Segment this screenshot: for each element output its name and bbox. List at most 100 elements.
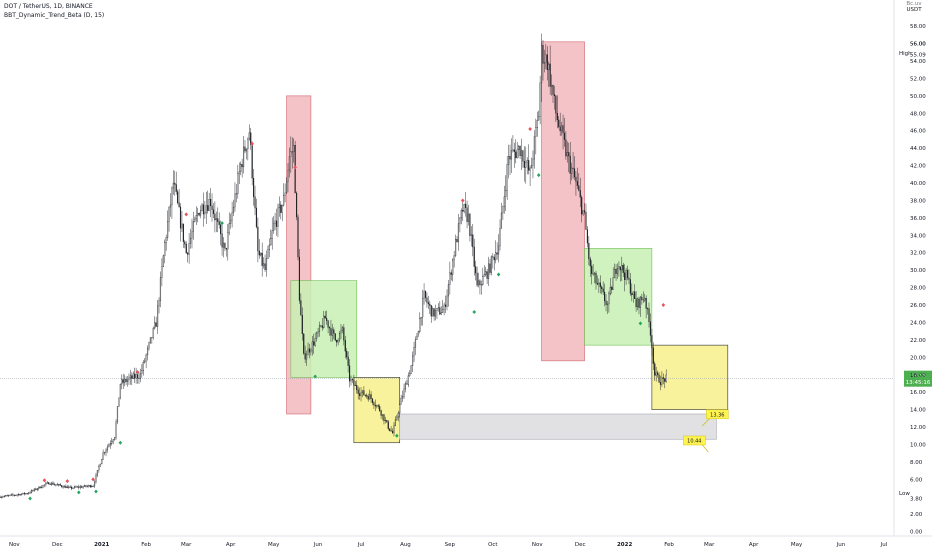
candle-body [169,204,172,208]
candle-body [341,327,343,331]
indicator-title[interactable]: BBT_Dynamic_Trend_Beta (D, 15) [4,12,105,19]
candle-body [202,204,205,215]
candle-body [561,125,563,132]
candle-body [131,375,133,379]
candle-body [589,258,591,267]
candle-body [2,496,4,498]
candle-body [624,272,626,280]
candle-body [293,145,295,152]
candle-body [28,492,30,494]
candle-body [450,272,452,275]
candle-body [139,373,141,379]
candle-body [92,485,94,487]
candle-body [313,341,315,346]
callout-label: 10.44 [687,439,701,445]
candle-body [414,339,417,348]
candle-body [629,279,631,294]
candle-body [146,347,149,356]
candle-body [195,215,197,220]
candle-body [255,207,258,228]
candle-body [39,486,41,489]
candle-body [53,484,56,486]
candle-body [605,300,607,305]
candle-body [291,151,293,153]
candle-body [390,430,392,432]
price-tick-label: 22.00 [910,338,926,344]
buy-signal-marker [395,433,399,438]
candle-body [263,263,265,266]
candle-body [576,181,578,186]
price-tick-label: 8.00 [910,460,923,466]
candle-body [437,307,439,309]
candle-body [81,486,83,488]
buy-signal-marker [313,374,317,379]
price-tick-label: 24.00 [910,320,926,326]
candle-body [354,384,356,386]
candle-body [152,327,154,338]
candle-body [260,252,262,256]
candle-body [333,329,335,334]
candle-body [476,272,478,286]
candle-body [182,223,184,242]
candle-body [8,495,10,497]
symbol-title[interactable]: DOT / TetherUS, 1D, BINANCE [4,3,93,10]
candle-body [258,250,260,256]
candle-body [13,494,15,496]
time-tick-label: 2021 [94,542,109,548]
candle-body [638,298,640,308]
candle-body [548,63,550,71]
candle-body [184,241,186,245]
price-tick-label: 58.00 [910,24,926,30]
candle-body [165,237,167,243]
price-tick-label: 2.00 [910,512,923,518]
candle-body [599,282,601,288]
candle-body [396,416,398,420]
buy-signal-marker [118,440,123,445]
candle-body [472,234,474,248]
candle-body [582,210,584,215]
callout-label: 13.36 [710,412,724,418]
candle-body [652,347,654,364]
candle-body [422,298,424,318]
target-zone [399,413,717,440]
candle-body [510,150,513,160]
candle-body [192,221,194,232]
candle-body [241,164,243,168]
candle-body [334,333,336,341]
candle-body [235,193,237,195]
candle-body [261,252,263,266]
price-tick-label: 0.00 [910,530,923,536]
price-tick-label: 46.00 [910,129,926,135]
candle-body [89,485,91,488]
candle-body [556,113,558,121]
candle-body [297,216,299,258]
candle-body [194,218,196,222]
candle-body [290,151,292,157]
candle-body [308,348,311,353]
price-tick-label: 34.00 [910,233,926,239]
current-price-value: 17.55 [910,373,926,379]
candle-body [288,156,290,171]
candle-body [337,339,339,343]
candle-body [469,213,471,236]
candle-body [188,243,190,255]
candle-body [412,355,414,366]
candle-body [416,336,418,340]
price-axis[interactable]: Bc.uv USDT High Low 17.55 13:45:16 0.00 2… [899,1,932,536]
buy-signal-marker [76,490,81,495]
candle-body [277,207,279,227]
candle-body [338,332,341,341]
price-tick-label: 14.00 [910,408,926,414]
candle-body [63,486,66,488]
candle-body [394,419,396,426]
candle-body [106,446,109,451]
time-tick-label: Jul [880,542,888,548]
candle-body [659,382,662,385]
candle-body [91,486,93,488]
callout-pointer [702,444,709,453]
time-axis[interactable]: Nov Dec 2021 Feb Mar Apr May Jun Jul Aug Sep Oct Nov… [9,542,888,548]
candle-body [618,266,620,269]
price-tick-label: 12.00 [910,425,926,431]
candle-body [20,493,23,496]
